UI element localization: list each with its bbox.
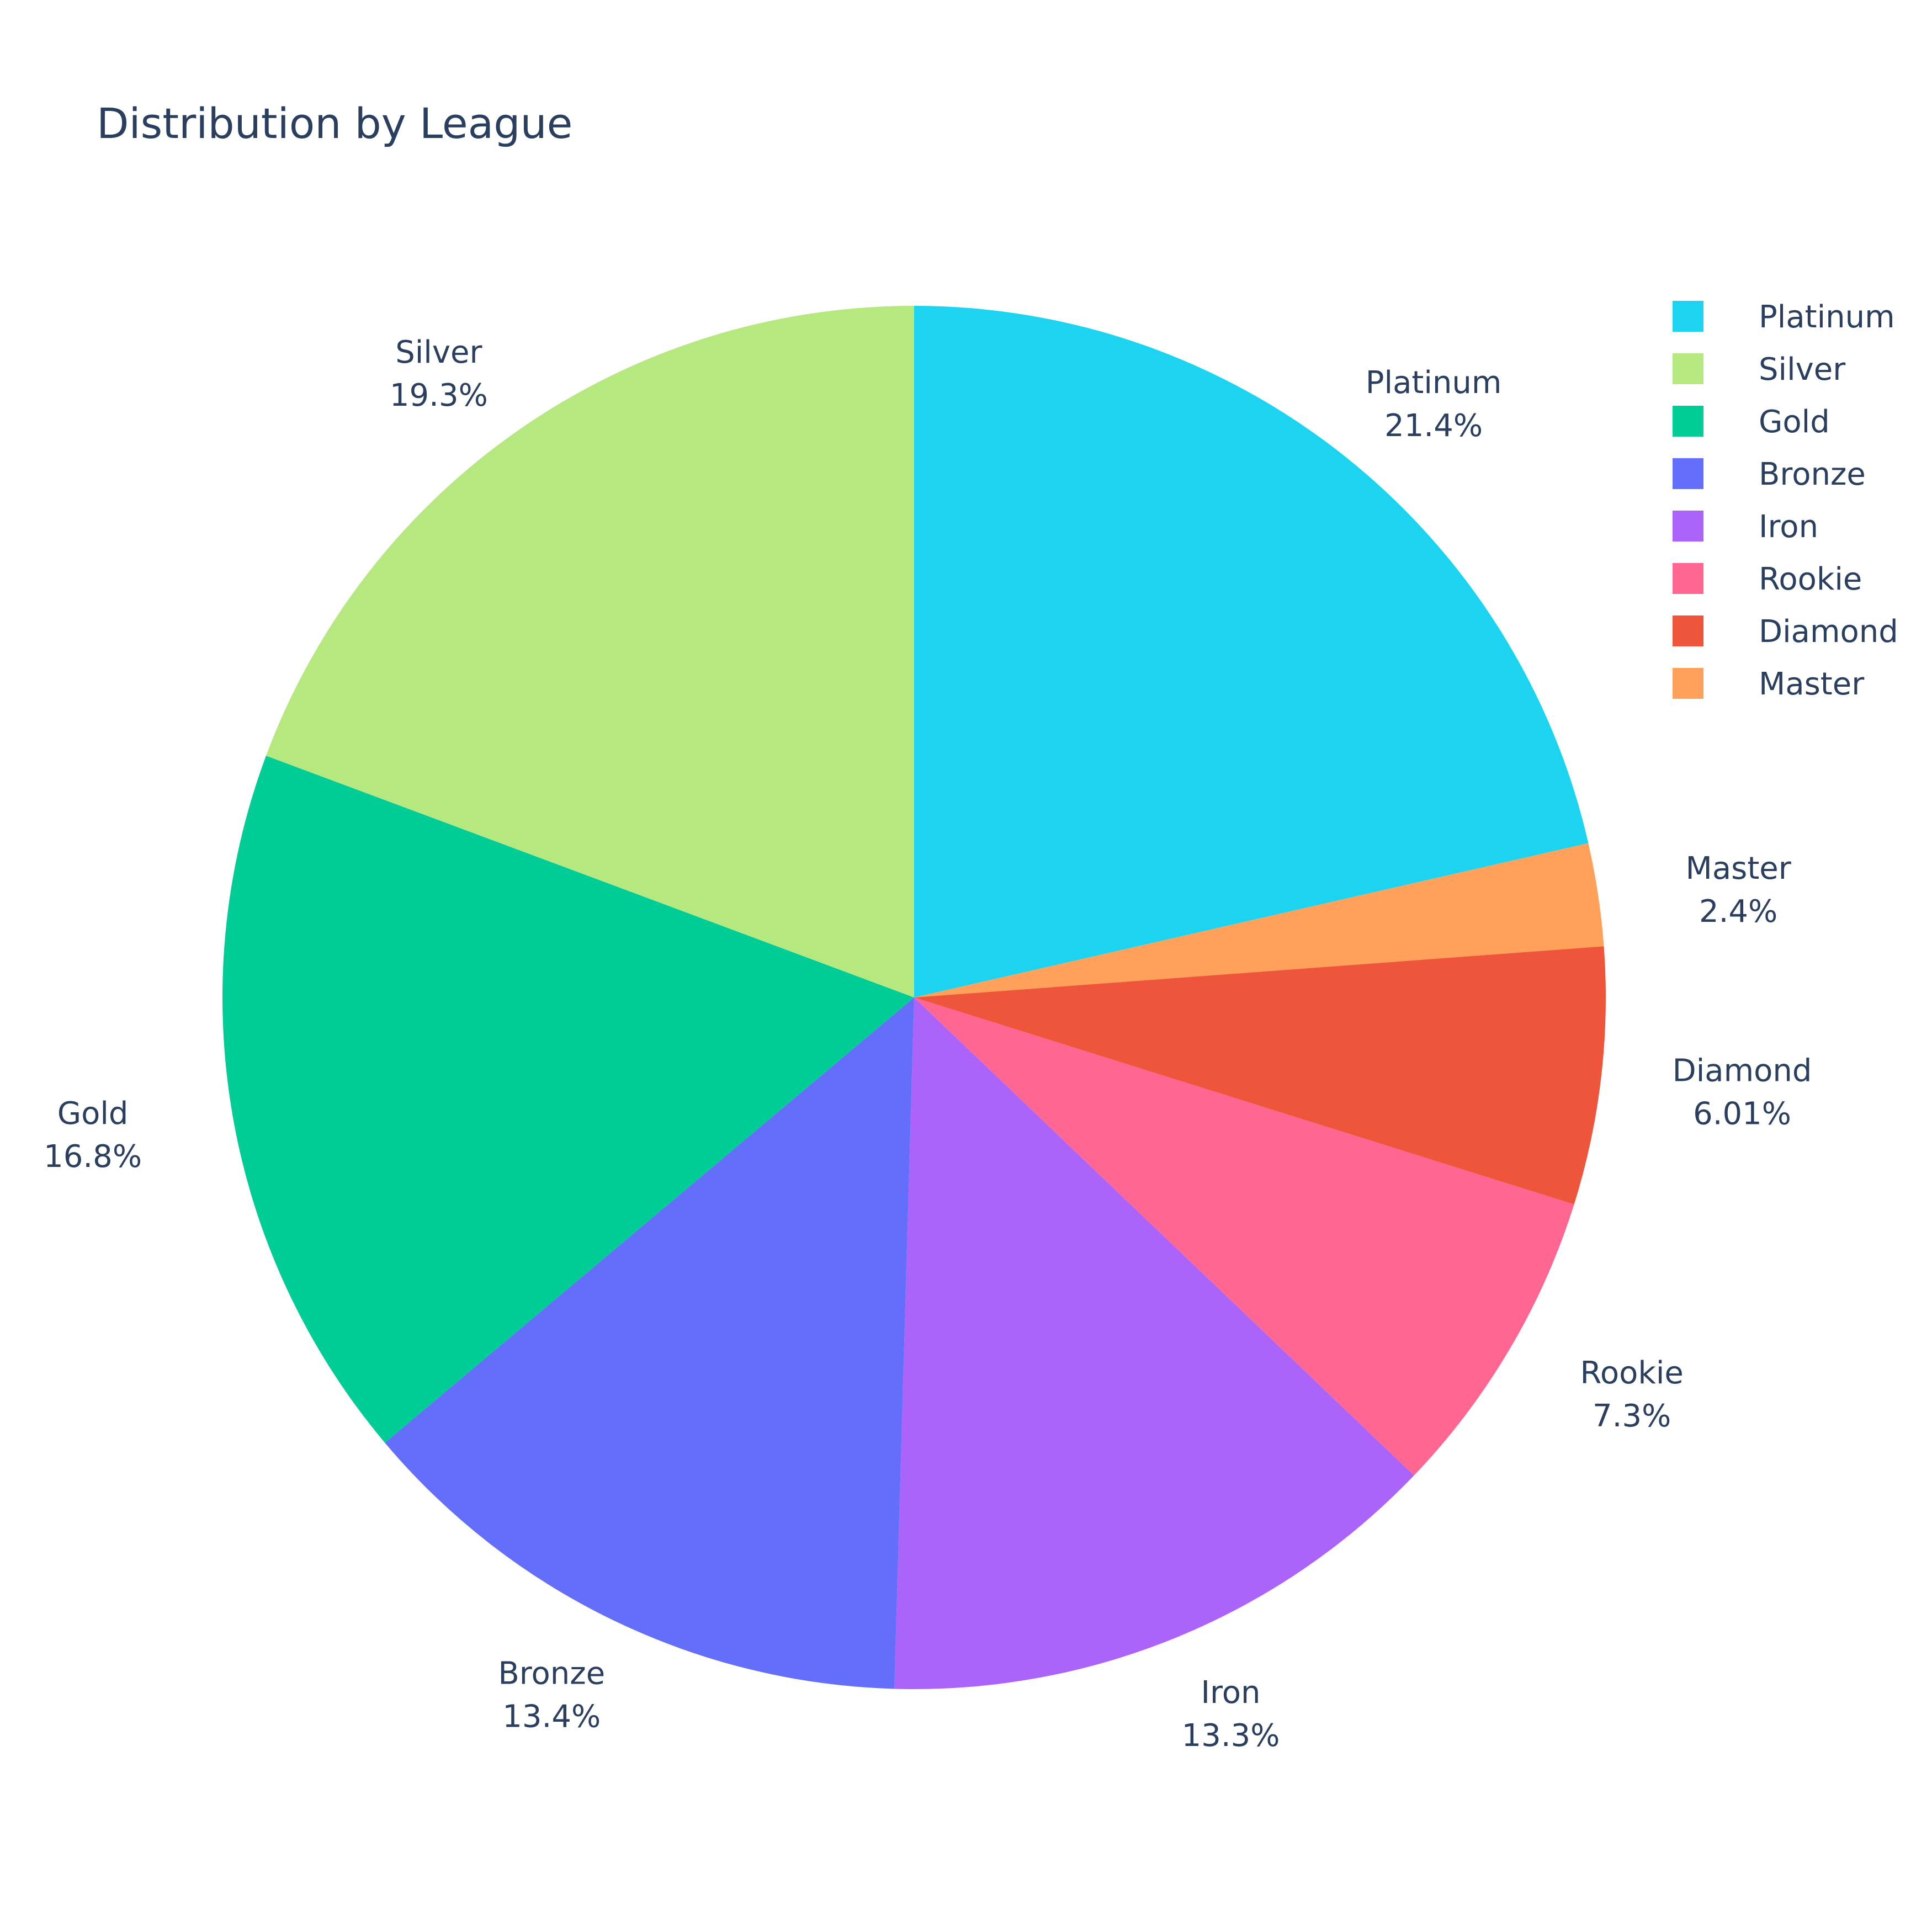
slice-label-percent: 19.3% — [390, 378, 488, 413]
slice-label-iron: Iron 13.3% — [1182, 1675, 1280, 1754]
slice-label-percent: 2.4% — [1699, 894, 1777, 930]
slice-label-percent: 6.01% — [1693, 1096, 1791, 1132]
chart-title: Distribution by League — [97, 99, 572, 148]
slice-label-name: Master — [1686, 851, 1792, 887]
legend-label: Iron — [1759, 509, 1818, 545]
pie-slice-master[interactable] — [914, 843, 1604, 997]
legend-item-platinum[interactable]: Platinum — [1673, 299, 1895, 335]
legend-label: Platinum — [1759, 299, 1895, 335]
pie-slice-iron[interactable] — [894, 997, 1414, 1689]
legend-item-rookie[interactable]: Rookie — [1673, 561, 1862, 597]
pie-slice-gold[interactable] — [222, 756, 914, 1443]
legend-swatch — [1673, 301, 1703, 332]
slice-label-master: Master 2.4% — [1686, 851, 1792, 930]
slice-label-name: Gold — [57, 1096, 129, 1132]
legend-item-iron[interactable]: Iron — [1673, 509, 1818, 545]
legend-item-silver[interactable]: Silver — [1673, 352, 1846, 388]
legend[interactable]: Platinum Silver Gold Bronze Iron Rookie Diamon… — [1673, 299, 1898, 702]
slice-label-percent: 21.4% — [1384, 408, 1483, 444]
slice-label-name: Rookie — [1580, 1355, 1684, 1391]
slice-label-diamond: Diamond 6.01% — [1673, 1053, 1812, 1132]
legend-label: Rookie — [1759, 561, 1862, 597]
pie-slice-platinum[interactable] — [914, 306, 1589, 997]
pie-slice-diamond[interactable] — [914, 946, 1606, 1204]
slice-label-percent: 13.3% — [1182, 1718, 1280, 1754]
legend-item-gold[interactable]: Gold — [1673, 404, 1830, 440]
slice-label-silver: Silver 19.3% — [390, 335, 488, 413]
legend-swatch — [1673, 615, 1703, 646]
legend-item-diamond[interactable]: Diamond — [1673, 614, 1898, 650]
pie-slices — [222, 306, 1606, 1689]
slice-label-platinum: Platinum 21.4% — [1366, 365, 1502, 444]
legend-swatch — [1673, 563, 1703, 594]
legend-label: Bronze — [1759, 457, 1866, 492]
slice-label-percent: 13.4% — [502, 1699, 601, 1735]
legend-swatch — [1673, 406, 1703, 437]
slice-label-name: Diamond — [1673, 1053, 1812, 1089]
slice-label-name: Platinum — [1366, 365, 1502, 401]
pie-slice-rookie[interactable] — [914, 997, 1574, 1475]
legend-swatch — [1673, 458, 1703, 489]
legend-swatch — [1673, 353, 1703, 384]
legend-label: Silver — [1759, 352, 1846, 388]
legend-label: Master — [1759, 666, 1865, 702]
legend-swatch — [1673, 668, 1703, 699]
slice-label-name: Iron — [1201, 1675, 1260, 1711]
slice-label-rookie: Rookie 7.3% — [1580, 1355, 1684, 1434]
pie-slice-bronze[interactable] — [385, 997, 914, 1689]
slice-label-name: Bronze — [498, 1656, 605, 1692]
legend-swatch — [1673, 511, 1703, 542]
slice-label-name: Silver — [395, 335, 482, 370]
legend-item-master[interactable]: Master — [1673, 666, 1865, 702]
legend-label: Gold — [1759, 404, 1830, 440]
pie-labels: Platinum 21.4% Master 2.4% Diamond 6.01% Rooki… — [44, 335, 1812, 1754]
slice-label-percent: 16.8% — [44, 1139, 142, 1175]
legend-label: Diamond — [1759, 614, 1898, 650]
slice-label-percent: 7.3% — [1593, 1398, 1671, 1434]
pie-slice-silver[interactable] — [266, 306, 914, 997]
legend-item-bronze[interactable]: Bronze — [1673, 457, 1866, 492]
slice-label-bronze: Bronze 13.4% — [498, 1656, 605, 1735]
slice-label-gold: Gold 16.8% — [44, 1096, 142, 1175]
